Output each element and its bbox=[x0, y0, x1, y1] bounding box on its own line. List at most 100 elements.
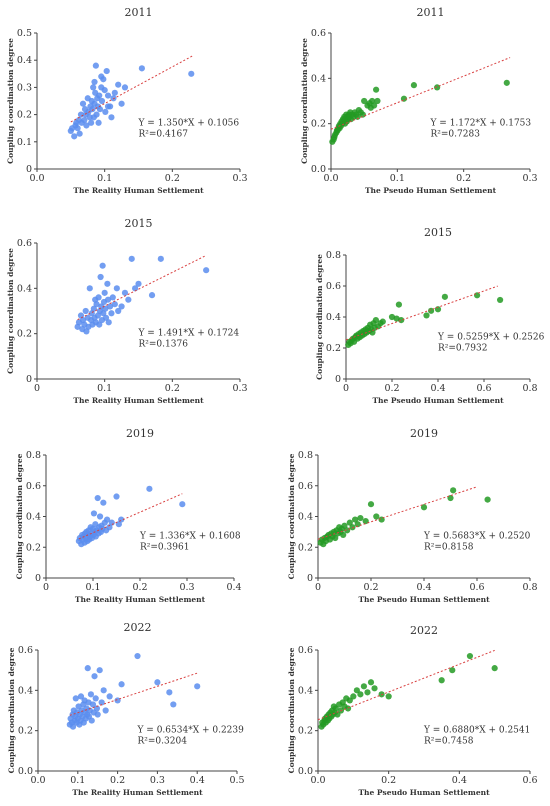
data-point bbox=[367, 679, 375, 686]
data-point bbox=[114, 697, 121, 704]
data-point bbox=[115, 307, 122, 315]
y-tick-label: 0.0 bbox=[18, 766, 33, 777]
x-axis-label: The Pseudo Human Settlement bbox=[372, 396, 504, 405]
data-point bbox=[102, 314, 110, 321]
data-point bbox=[108, 114, 115, 121]
y-axis-label: Coupling coordination degree bbox=[287, 453, 296, 579]
data-point bbox=[157, 255, 164, 262]
data-point bbox=[109, 294, 116, 301]
y-tick-label: 0.2 bbox=[298, 726, 313, 737]
data-point bbox=[77, 693, 85, 700]
data-point bbox=[93, 111, 100, 118]
x-tick-label: 0.2 bbox=[381, 775, 396, 786]
data-point bbox=[423, 312, 430, 319]
chart-panel-5: 2019 0 0.1 0.2 0.3 0.4 0 0.2 0.4 0.6 0.8 The Realit… bbox=[15, 427, 242, 604]
data-point bbox=[138, 65, 145, 72]
chart-title: 2015 bbox=[125, 217, 153, 230]
data-point bbox=[118, 681, 125, 688]
data-point bbox=[385, 693, 392, 700]
data-point bbox=[148, 292, 156, 299]
y-tick-label: 0.4 bbox=[326, 312, 341, 323]
y-tick-label: 0.6 bbox=[18, 645, 33, 656]
data-point bbox=[106, 524, 113, 531]
x-tick-label: 0.0 bbox=[323, 173, 338, 184]
data-point bbox=[108, 519, 115, 526]
data-point bbox=[79, 100, 87, 107]
data-point bbox=[93, 301, 100, 308]
data-point bbox=[379, 318, 386, 325]
data-point bbox=[76, 130, 83, 137]
y-tick-label: 0.6 bbox=[311, 28, 326, 39]
data-point bbox=[503, 79, 510, 86]
data-point bbox=[369, 329, 376, 336]
data-point bbox=[94, 494, 101, 502]
data-point bbox=[104, 296, 112, 303]
data-point bbox=[111, 301, 118, 308]
x-tick-label: 0.6 bbox=[522, 775, 537, 786]
x-tick-label: 0.3 bbox=[232, 383, 247, 394]
y-tick-label: 0 bbox=[35, 573, 41, 584]
x-tick-label: 0 bbox=[315, 582, 321, 593]
data-point bbox=[450, 487, 457, 494]
r-squared-label: R²=0.8158 bbox=[424, 543, 474, 553]
y-tick-label: 0.2 bbox=[18, 726, 33, 737]
y-tick-label: 0.6 bbox=[298, 645, 313, 656]
data-point bbox=[373, 86, 380, 93]
y-tick-label: 0.5 bbox=[17, 28, 32, 39]
x-tick-label: 0.2 bbox=[132, 582, 147, 593]
regression-equation: Y = 1.336*X + 0.1608 bbox=[139, 532, 241, 542]
data-point bbox=[91, 673, 98, 680]
data-point bbox=[118, 303, 125, 310]
data-point bbox=[334, 711, 341, 718]
x-tick-label: 0.8 bbox=[522, 383, 537, 394]
data-point bbox=[113, 285, 120, 292]
y-tick-label: 0.8 bbox=[26, 450, 41, 461]
data-point bbox=[428, 307, 435, 314]
regression-equation: Y = 0.6880*X + 0.2541 bbox=[423, 725, 530, 735]
r-squared-label: R²=0.4167 bbox=[139, 129, 189, 139]
x-tick-label: 0.2 bbox=[363, 582, 378, 593]
data-point bbox=[371, 685, 378, 692]
fit-line bbox=[70, 55, 193, 123]
panels-group: 2011 0.0 0.1 0.2 0.3 0 0.1 0.2 0.3 0.4 0.5 The Real… bbox=[6, 6, 545, 797]
chart-title: 2011 bbox=[417, 6, 445, 19]
data-point bbox=[98, 97, 106, 105]
y-tick-label: 0.2 bbox=[26, 542, 41, 553]
r-squared-label: R²=0.3204 bbox=[138, 736, 188, 746]
data-point bbox=[103, 67, 110, 75]
data-point bbox=[111, 89, 118, 96]
x-tick-label: 0.1 bbox=[97, 173, 112, 184]
y-tick-label: 0.2 bbox=[326, 343, 341, 354]
y-tick-label: 0.6 bbox=[26, 481, 41, 492]
data-point bbox=[420, 504, 428, 511]
data-point bbox=[96, 513, 104, 520]
data-point bbox=[128, 255, 135, 262]
data-point bbox=[90, 510, 98, 517]
x-axis-label: The Reality Human Settlement bbox=[72, 788, 203, 797]
fit-line bbox=[317, 649, 495, 721]
data-point bbox=[102, 707, 109, 714]
data-point bbox=[106, 303, 114, 310]
fit-line bbox=[330, 57, 511, 130]
r-squared-label: R²=0.7283 bbox=[431, 129, 481, 139]
data-point bbox=[497, 296, 504, 304]
y-tick-label: 0.2 bbox=[311, 119, 326, 130]
data-point bbox=[88, 717, 95, 724]
data-point bbox=[101, 87, 108, 94]
data-point bbox=[101, 289, 108, 296]
data-point bbox=[357, 691, 364, 698]
regression-equation: Y = 0.5259*X + 0.2526 bbox=[437, 332, 545, 342]
data-point bbox=[367, 501, 375, 508]
y-tick-label: 0.1 bbox=[17, 137, 32, 148]
chart-panel-6: 2019 0 0.2 0.4 0.6 0.8 0 0.2 0.4 0.6 0.8 The Pseudo… bbox=[287, 427, 538, 604]
y-axis-label: Coupling coordination degree bbox=[300, 38, 309, 164]
chart-title: 2022 bbox=[124, 621, 152, 634]
y-tick-label: 0.4 bbox=[26, 512, 41, 523]
x-tick-label: 0.1 bbox=[390, 173, 405, 184]
chart-title: 2015 bbox=[424, 226, 452, 239]
data-point bbox=[362, 518, 369, 525]
x-axis-label: The Pseudo Human Settlement bbox=[358, 595, 490, 604]
data-point bbox=[100, 687, 107, 694]
data-point bbox=[98, 699, 105, 706]
y-axis-label: Coupling coordination degree bbox=[7, 647, 16, 773]
